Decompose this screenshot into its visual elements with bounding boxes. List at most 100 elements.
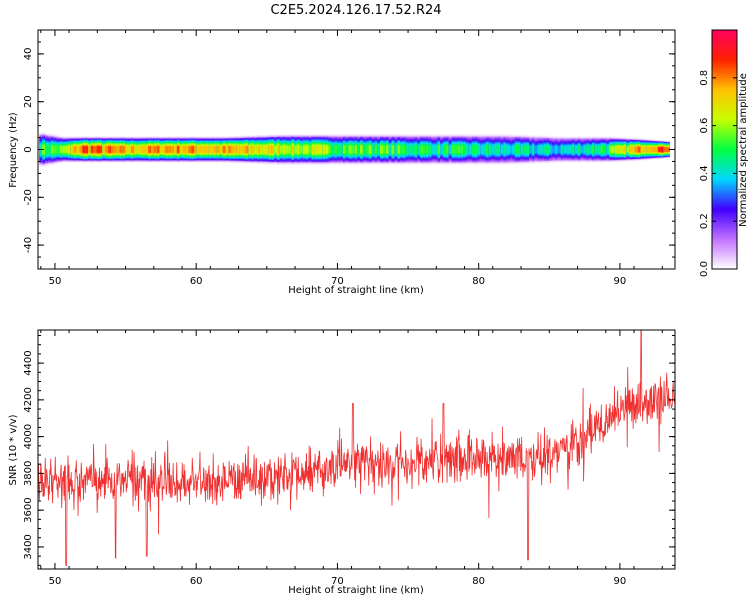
spectrogram-cell [454,145,458,154]
spectrogram-ticks: 50 60 70 80 90 -40 -20 0 20 40 [23,29,675,287]
spectrogram-cell [148,146,152,153]
spectrogram-cell [222,146,227,153]
spectrogram-cell [262,145,267,154]
spectrogram-cell [194,146,198,153]
spectrogram-cell [70,146,75,153]
snr-panel: 50 60 70 80 90 3400 3600 3800 4000 4200 4400 Heigh… [8,329,676,596]
colorbar: 0.0 0.2 0.4 0.6 0.8 Normalized spectral ampl… [699,29,749,277]
spectrogram-cell [65,146,69,153]
spectrogram-cell [345,145,350,154]
spectrogram-cell [443,145,447,154]
spectrogram-cell [88,146,92,153]
spectrogram-cell [354,145,358,154]
spectrogram-cell [239,146,244,153]
spectrogram-cell [511,145,516,154]
spectrogram-cell [423,145,427,154]
spectrogram-cell [337,145,341,154]
spectrogram-cell [305,145,310,154]
spectrogram-cell [503,145,507,154]
colorbar-tick-label: 0.4 [699,165,710,181]
spectrogram-cell [182,146,186,153]
y-tick-label: 40 [23,48,34,61]
spectrogram-cell [494,145,499,154]
spectrogram-cell [425,145,430,154]
spectrogram-cell [480,145,484,154]
spectrogram-cell [385,145,390,154]
colorbar-gradient [712,30,737,269]
colorbar-label: Normalized spectral amplitude [738,73,749,227]
spectrogram-cell [136,146,141,153]
spectrogram-cell [234,146,238,153]
spectrogram-cell [271,145,275,154]
spectrogram-cell [362,145,367,154]
spectrogram-cell [85,146,89,153]
x-tick-label: 70 [331,576,344,587]
spectrogram-cell [248,145,252,154]
spectrogram-cell [517,145,521,154]
spectrogram-cell [614,146,619,153]
spectrogram-cell [56,145,60,154]
colorbar-tick-label: 0.8 [699,70,710,86]
spectrogram-cell [388,145,393,154]
spectrogram-cell [483,145,487,154]
spectrogram-cell [331,145,335,154]
spectrogram-cell [125,146,129,153]
colorbar-tick-label: 0.2 [699,213,710,229]
spectrogram-cell [274,145,278,154]
snr-line [38,330,675,566]
y-tick-label: -40 [23,237,34,253]
spectrogram-cell [606,146,610,153]
colorbar-tick-label: 0.0 [699,261,710,277]
spectrogram-cell [348,145,353,154]
snr-series [38,330,675,566]
spectrogram-cell [491,145,496,154]
y-tick-label: -20 [23,189,34,205]
spectrogram-cell [179,146,184,153]
spectrogram-cell [219,146,224,153]
x-tick-label: 60 [190,576,203,587]
spectrogram-panel: 50 60 70 80 90 -40 -20 0 20 40 Height of straight… [8,29,676,296]
spectrogram-cell [365,145,370,154]
spectrogram-cell [655,147,659,152]
spectrogram-cell [211,146,215,153]
spectrogram-cell [529,145,533,154]
spectrogram-cell [251,145,255,154]
spectrogram-cell [397,145,401,154]
x-tick-label: 60 [190,276,203,287]
spectrogram-x-axis-label: Height of straight line (km) [288,285,424,296]
spectrogram-y-axis-label: Frequency (Hz) [8,112,19,188]
spectrogram-cell [340,145,344,154]
spectrogram-cell [394,145,398,154]
spectrogram-cell [196,146,201,153]
spectrogram-cell [652,147,656,152]
spectrogram-cell [457,145,461,154]
spectrogram-cell [560,146,564,153]
spectrogram-cell [437,145,441,154]
spectrogram-cell [185,146,189,153]
spectrogram-cell [131,146,135,153]
spectrogram-cell [520,145,524,154]
spectrogram-cell [649,146,653,153]
spectrogram-cell [231,146,235,153]
spectrogram-cell [156,146,161,153]
spectrogram-cell [320,145,324,154]
spectrogram-cell [617,146,622,153]
spectrogram-cell [612,146,616,153]
spectrogram-cell [79,146,83,153]
spectrogram-cell [268,145,272,154]
x-tick-label: 50 [49,576,62,587]
spectrogram-cell [317,145,321,154]
spectrogram-cell [405,145,410,154]
spectrogram-cell [159,146,164,153]
spectrogram-cell [119,146,123,153]
spectrogram-cell [580,146,584,153]
spectrogram-cell [73,146,78,153]
spectrogram-cell [411,145,416,154]
spectrogram-cell [368,145,373,154]
spectrogram-cell [563,146,567,153]
spectrogram-cell [400,145,404,154]
spectrogram-cell [328,145,332,154]
spectrogram-cell [96,146,101,153]
spectrogram-cell [577,146,582,153]
